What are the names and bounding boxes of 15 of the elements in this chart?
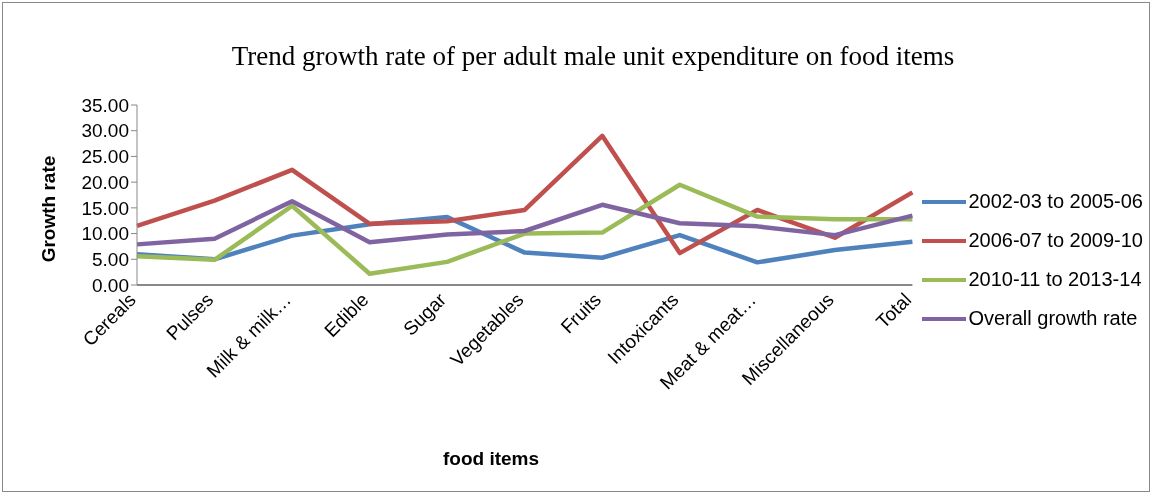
y-tick-label: 20.00 [81, 171, 129, 193]
y-tick-label: 5.00 [92, 249, 129, 271]
y-tick-label: 35.00 [81, 94, 129, 116]
y-tick-label: 0.00 [92, 274, 129, 296]
legend-label: 2010-11 to 2013-14 [968, 268, 1142, 291]
y-axis-title: Growth rate [38, 154, 60, 265]
y-tick-label: 10.00 [81, 223, 129, 245]
y-tick-label: 15.00 [81, 197, 129, 219]
legend-label: Overall growth rate [968, 307, 1138, 330]
chart-title: Trend growth rate of per adult male unit expenditure on food items [230, 41, 956, 72]
y-tick-label: 25.00 [81, 146, 129, 168]
x-axis-title: food items [443, 448, 540, 470]
y-tick-label: 30.00 [81, 120, 129, 142]
legend-label: 2002-03 to 2005-06 [968, 190, 1143, 213]
legend-label: 2006-07 to 2009-10 [968, 229, 1143, 252]
